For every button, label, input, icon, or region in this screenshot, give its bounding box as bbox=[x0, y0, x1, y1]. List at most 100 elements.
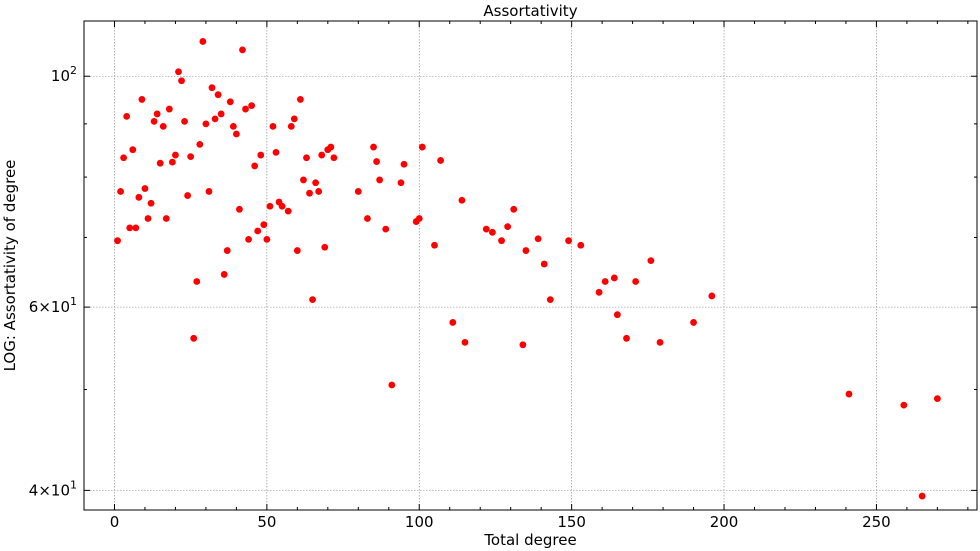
data-point bbox=[251, 162, 259, 170]
data-point bbox=[577, 241, 585, 249]
data-point bbox=[254, 227, 262, 235]
data-point bbox=[120, 154, 128, 162]
data-point bbox=[214, 91, 222, 99]
data-point bbox=[260, 221, 268, 229]
data-point bbox=[229, 122, 237, 130]
x-tick-label: 0 bbox=[110, 513, 120, 531]
data-point bbox=[437, 157, 444, 164]
data-point bbox=[373, 158, 380, 165]
data-point bbox=[312, 179, 320, 187]
data-point bbox=[117, 188, 124, 195]
data-point bbox=[330, 154, 338, 162]
y-tick-times: × bbox=[38, 481, 51, 499]
data-point bbox=[245, 235, 252, 243]
data-point bbox=[382, 225, 390, 233]
data-point bbox=[370, 143, 377, 151]
data-point bbox=[318, 151, 326, 159]
data-point bbox=[223, 247, 231, 254]
data-point bbox=[613, 311, 621, 319]
data-point bbox=[482, 225, 490, 233]
y-tick-label: 4×101 bbox=[29, 478, 77, 499]
data-point bbox=[431, 241, 438, 249]
data-point bbox=[306, 189, 313, 197]
data-point bbox=[656, 338, 664, 346]
data-point bbox=[239, 46, 246, 54]
data-point bbox=[257, 151, 265, 159]
data-point bbox=[242, 105, 249, 113]
data-point bbox=[388, 381, 396, 389]
data-points bbox=[114, 38, 941, 500]
data-point bbox=[144, 215, 152, 222]
y-tick-times: × bbox=[38, 298, 51, 316]
data-point bbox=[236, 205, 243, 213]
data-point bbox=[540, 260, 548, 268]
data-point bbox=[498, 237, 505, 245]
data-point bbox=[147, 199, 155, 207]
data-point bbox=[845, 390, 853, 398]
data-point bbox=[449, 319, 457, 326]
data-point bbox=[519, 341, 527, 349]
data-point bbox=[647, 257, 655, 265]
data-point bbox=[187, 153, 195, 161]
data-point bbox=[461, 338, 469, 346]
data-point bbox=[168, 158, 176, 166]
data-point bbox=[211, 115, 219, 123]
data-point bbox=[178, 77, 185, 85]
data-point bbox=[565, 237, 572, 245]
data-point bbox=[300, 176, 307, 184]
data-point bbox=[172, 151, 179, 159]
y-tick-mantissa: 4 bbox=[29, 481, 39, 499]
data-point bbox=[418, 143, 426, 151]
plot-frame bbox=[83, 20, 978, 511]
data-point bbox=[546, 296, 554, 304]
data-point bbox=[159, 122, 167, 130]
data-point bbox=[296, 96, 304, 103]
data-point bbox=[196, 141, 204, 148]
data-point bbox=[181, 117, 188, 125]
data-point bbox=[138, 96, 146, 103]
y-tick-label: 102 bbox=[51, 64, 77, 85]
data-point bbox=[156, 159, 164, 167]
data-point bbox=[141, 185, 149, 192]
data-point bbox=[184, 192, 192, 199]
data-point bbox=[690, 319, 697, 326]
data-point bbox=[269, 122, 277, 130]
data-point bbox=[309, 296, 316, 304]
x-tick-label: 150 bbox=[557, 513, 586, 531]
data-point bbox=[135, 193, 143, 201]
data-point bbox=[522, 247, 530, 254]
data-point bbox=[284, 207, 292, 215]
data-point bbox=[623, 334, 630, 342]
data-point bbox=[266, 202, 274, 210]
data-point bbox=[226, 98, 234, 106]
data-point bbox=[303, 154, 310, 162]
data-point bbox=[123, 112, 131, 120]
data-point bbox=[595, 288, 603, 296]
data-point bbox=[126, 224, 134, 232]
data-point bbox=[504, 223, 512, 230]
data-point bbox=[129, 146, 137, 154]
data-point bbox=[458, 196, 466, 204]
data-point bbox=[190, 334, 198, 342]
data-point bbox=[376, 176, 384, 184]
data-point bbox=[900, 401, 908, 409]
chart-title: Assortativity bbox=[483, 2, 577, 20]
data-point bbox=[217, 110, 225, 118]
y-tick-exponent: 2 bbox=[70, 64, 77, 77]
y-tick-label: 6×101 bbox=[29, 295, 77, 316]
data-point bbox=[272, 148, 280, 156]
data-point bbox=[287, 122, 295, 130]
data-point bbox=[202, 120, 210, 128]
data-point bbox=[193, 278, 201, 285]
data-point bbox=[397, 179, 405, 187]
y-tick-base: 10 bbox=[51, 298, 70, 316]
data-point bbox=[150, 117, 158, 125]
y-tick-mantissa: 6 bbox=[29, 298, 39, 316]
data-point bbox=[632, 278, 640, 285]
data-point bbox=[153, 110, 161, 118]
data-point bbox=[315, 188, 323, 195]
data-point bbox=[601, 278, 609, 285]
data-point bbox=[208, 84, 216, 92]
